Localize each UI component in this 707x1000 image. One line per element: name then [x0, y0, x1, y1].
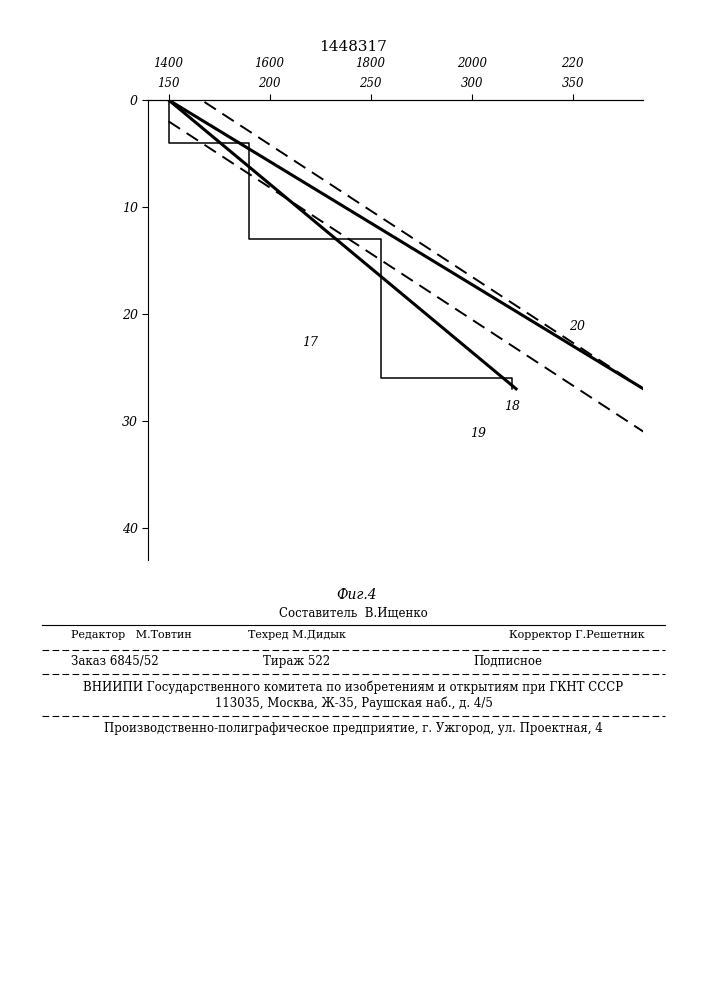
Text: 113035, Москва, Ж-35, Раушская наб., д. 4/5: 113035, Москва, Ж-35, Раушская наб., д. … [214, 697, 493, 710]
Text: Фиг.4: Фиг.4 [336, 588, 377, 602]
Text: Техред М.Дидык: Техред М.Дидык [248, 630, 346, 640]
Text: Заказ 6845/52: Заказ 6845/52 [71, 655, 158, 668]
Text: 2000: 2000 [457, 57, 486, 70]
Text: 1600: 1600 [255, 57, 285, 70]
Text: ВНИИПИ Государственного комитета по изобретениям и открытиям при ГКНТ СССР: ВНИИПИ Государственного комитета по изоб… [83, 680, 624, 694]
Text: 1800: 1800 [356, 57, 386, 70]
Text: Подписное: Подписное [474, 655, 543, 668]
Text: 220: 220 [561, 57, 584, 70]
Text: 1400: 1400 [153, 57, 184, 70]
Text: Производственно-полиграфическое предприятие, г. Ужгород, ул. Проектная, 4: Производственно-полиграфическое предприя… [104, 722, 603, 735]
Text: 18: 18 [504, 400, 520, 413]
Text: 19: 19 [469, 427, 486, 440]
Text: Корректор Г.Решетник: Корректор Г.Решетник [509, 630, 645, 640]
Text: 17: 17 [302, 336, 318, 349]
Text: Редактор   М.Товтин: Редактор М.Товтин [71, 630, 192, 640]
Text: Составитель  В.Ищенко: Составитель В.Ищенко [279, 607, 428, 620]
Text: 1448317: 1448317 [320, 40, 387, 54]
Text: Тираж 522: Тираж 522 [264, 655, 330, 668]
Text: 20: 20 [568, 320, 585, 333]
